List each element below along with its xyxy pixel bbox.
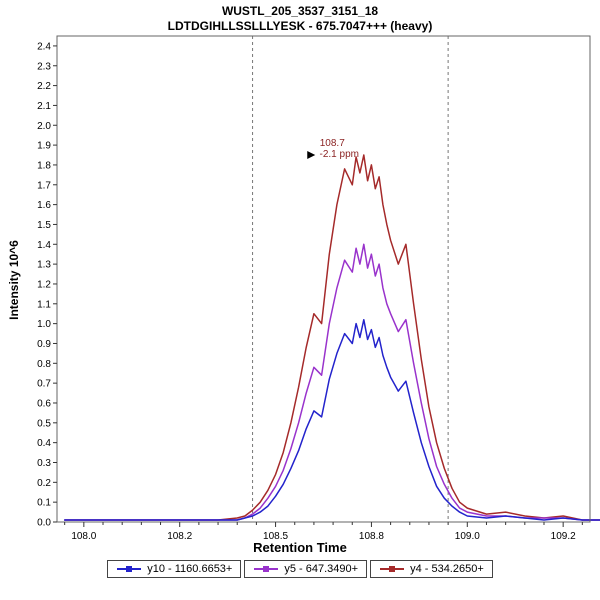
svg-text:0.1: 0.1 (37, 498, 51, 509)
svg-text:109.0: 109.0 (455, 531, 480, 542)
svg-text:1.4: 1.4 (37, 240, 51, 251)
svg-text:108.7: 108.7 (320, 138, 345, 149)
svg-text:0.2: 0.2 (37, 478, 51, 489)
svg-text:1.6: 1.6 (37, 200, 51, 211)
svg-text:0.3: 0.3 (37, 458, 51, 469)
svg-text:0.5: 0.5 (37, 418, 51, 429)
svg-text:0.4: 0.4 (37, 438, 51, 449)
svg-text:1.7: 1.7 (37, 180, 51, 191)
svg-text:0.6: 0.6 (37, 398, 51, 409)
chromatogram-plot[interactable]: 0.0 0.1 0.2 0.3 0.4 0.5 0.6 0.7 0.8 0.9 1.0 1.1 1.2 1… (0, 34, 600, 544)
legend-marker-icon (254, 566, 279, 572)
svg-text:0.0: 0.0 (37, 518, 51, 529)
legend-label: y10 - 1160.6653+ (147, 563, 233, 575)
svg-text:109.2: 109.2 (551, 531, 576, 542)
svg-text:2.4: 2.4 (37, 41, 51, 52)
legend-item-y4: y4 - 534.2650+ (370, 560, 493, 578)
legend-item-y10: y10 - 1160.6653+ (107, 560, 242, 578)
chart-title: WUSTL_205_3537_3151_18 (221, 4, 379, 18)
svg-text:0.9: 0.9 (37, 339, 51, 350)
legend: y10 - 1160.6653+ y5 - 647.3490+ y4 - 534… (0, 560, 600, 578)
svg-text:0.7: 0.7 (37, 379, 51, 390)
legend-label: y5 - 647.3490+ (284, 563, 359, 575)
svg-text:2.1: 2.1 (37, 101, 51, 112)
legend-item-y5: y5 - 647.3490+ (244, 560, 368, 578)
svg-text:2.0: 2.0 (37, 121, 51, 132)
svg-text:1.0: 1.0 (37, 319, 51, 330)
svg-text:1.5: 1.5 (37, 220, 51, 231)
legend-label: y4 - 534.2650+ (410, 563, 484, 575)
svg-text:108.2: 108.2 (167, 531, 192, 542)
svg-text:2.2: 2.2 (37, 81, 51, 92)
x-axis-title: Retention Time (253, 540, 347, 555)
svg-text:108.0: 108.0 (71, 531, 96, 542)
svg-text:2.3: 2.3 (37, 61, 51, 72)
svg-text:108.8: 108.8 (359, 531, 384, 542)
legend-marker-icon (380, 566, 405, 572)
svg-text:0.8: 0.8 (37, 359, 51, 370)
svg-text:1.3: 1.3 (37, 260, 51, 271)
chart-subtitle: LDTDGIHLLSSLLLYESK - 675.7047+++ (heavy) (167, 19, 433, 33)
legend-marker-icon (117, 566, 142, 572)
svg-text:1.2: 1.2 (37, 279, 51, 290)
svg-text:1.1: 1.1 (37, 299, 51, 310)
svg-text:1.9: 1.9 (37, 141, 51, 152)
svg-text:-2.1 ppm: -2.1 ppm (320, 149, 359, 160)
svg-text:1.8: 1.8 (37, 160, 51, 171)
svg-text:108.5: 108.5 (263, 531, 288, 542)
